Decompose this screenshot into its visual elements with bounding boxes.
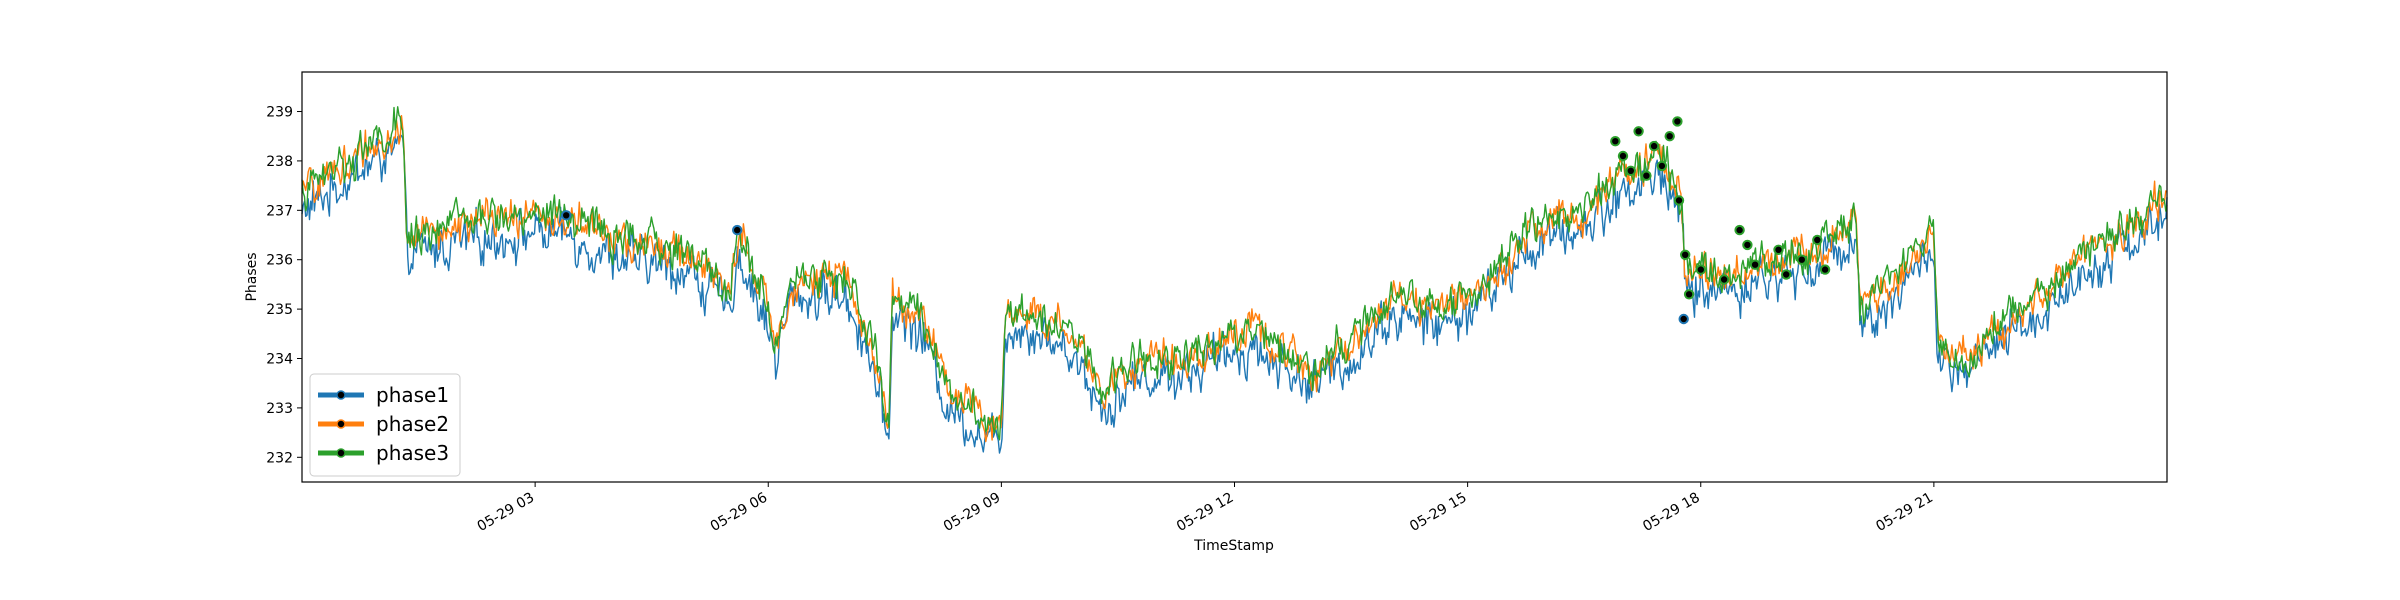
data-marker xyxy=(1678,313,1689,325)
legend-marker-phase2 xyxy=(336,419,346,429)
legend-label-phase2: phase2 xyxy=(376,412,449,436)
x-axis: 05-29 03 05-29 06 05-29 09 05-29 12 05-29 15… xyxy=(475,482,1936,535)
data-marker xyxy=(1734,224,1745,236)
data-marker xyxy=(1819,264,1831,275)
legend-entries: phase1 phase2 phase3 xyxy=(318,383,449,465)
x-axis-label: TimeStamp xyxy=(1193,538,1274,554)
y-tick-label: 237 xyxy=(266,203,293,219)
series-line-phase3 xyxy=(301,106,2168,441)
data-marker xyxy=(1664,131,1675,142)
legend-marker-phase1 xyxy=(336,390,346,400)
y-tick-label: 233 xyxy=(266,401,293,417)
data-marker xyxy=(1625,165,1637,177)
data-marker xyxy=(1796,254,1808,265)
y-tick-label: 232 xyxy=(266,450,293,466)
x-tick-label: 05-29 09 xyxy=(941,490,1004,535)
y-tick-label: 236 xyxy=(266,253,293,269)
legend: phase1 phase2 phase3 xyxy=(309,373,461,477)
data-marker xyxy=(1749,259,1761,270)
data-marker xyxy=(1648,140,1660,152)
data-marker xyxy=(1633,126,1644,137)
y-axis-label: Phases xyxy=(244,252,260,301)
y-tick-label: 235 xyxy=(266,302,293,318)
data-marker xyxy=(1695,264,1707,275)
data-marker xyxy=(1610,136,1621,147)
data-marker xyxy=(561,210,572,221)
data-marker xyxy=(1656,160,1668,172)
y-tick-label: 238 xyxy=(266,154,293,170)
data-marker xyxy=(1617,150,1629,162)
y-tick-label: 234 xyxy=(266,352,293,368)
data-marker xyxy=(1781,269,1792,280)
data-marker xyxy=(1641,170,1652,181)
x-tick-label: 05-29 06 xyxy=(708,490,771,535)
x-tick-label: 05-29 03 xyxy=(475,490,538,535)
y-axis: 232 233 234 235 236 237 238 239 xyxy=(266,105,302,466)
data-marker xyxy=(1672,116,1683,127)
data-marker xyxy=(1673,195,1685,206)
series-layer xyxy=(301,106,2168,454)
x-tick-label: 05-29 12 xyxy=(1174,490,1237,535)
data-marker xyxy=(1773,244,1784,256)
plot-area xyxy=(302,72,2167,482)
data-marker xyxy=(1742,239,1753,251)
x-tick-label: 05-29 15 xyxy=(1407,490,1470,535)
marker-layer xyxy=(561,116,1831,325)
data-marker xyxy=(1718,274,1730,285)
data-marker xyxy=(732,224,743,236)
x-tick-label: 05-29 21 xyxy=(1873,490,1936,535)
data-marker xyxy=(1680,249,1691,261)
x-tick-label: 05-29 18 xyxy=(1640,490,1703,535)
legend-label-phase3: phase3 xyxy=(376,441,449,465)
data-marker xyxy=(1683,289,1695,300)
legend-marker-phase3 xyxy=(336,448,346,458)
data-marker xyxy=(1812,234,1823,246)
legend-label-phase1: phase1 xyxy=(376,383,449,407)
y-tick-label: 239 xyxy=(266,105,293,121)
